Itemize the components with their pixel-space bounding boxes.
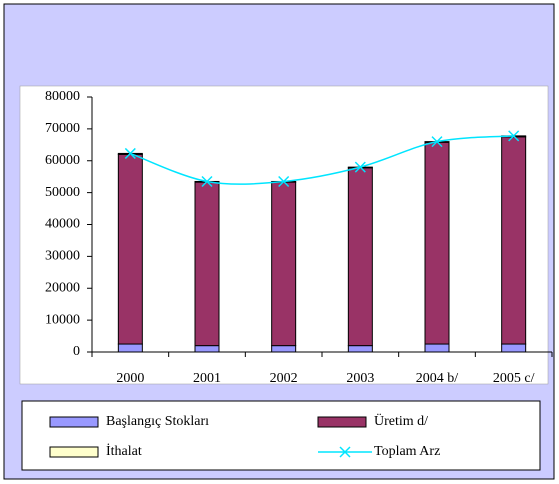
y-tick-label: 50000 [45, 185, 80, 200]
legend-box [21, 400, 541, 471]
x-tick-label: 2000 [116, 371, 144, 386]
bar-segment [271, 345, 297, 353]
x-tick-label: 2003 [346, 371, 374, 386]
legend-label: İthalat [106, 443, 142, 459]
line-marker [354, 161, 366, 173]
x-tick-label: 2004 b/ [416, 371, 459, 386]
legend-label: Üretim d/ [374, 412, 428, 429]
bar-segment [424, 141, 450, 345]
legend-swatch [49, 416, 99, 428]
line-marker [278, 175, 290, 187]
y-tick-label: 80000 [45, 89, 80, 104]
bar-segment [501, 343, 527, 353]
line-marker [431, 136, 443, 148]
bar-segment [271, 181, 297, 347]
y-tick-label: 30000 [45, 249, 80, 264]
bar-segment [347, 167, 373, 347]
bar-segment [424, 343, 450, 353]
x-tick-label: 2001 [193, 371, 221, 386]
bar-segment [347, 345, 373, 353]
x-tick-label: 2005 c/ [493, 371, 535, 386]
line-marker [201, 175, 213, 187]
x-tick-label: 2002 [270, 371, 298, 386]
bar-segment [194, 345, 220, 353]
y-tick-label: 0 [73, 344, 80, 359]
legend-swatch [317, 416, 367, 428]
bar-segment [194, 181, 220, 347]
y-tick-label: 60000 [45, 153, 80, 168]
y-tick-label: 20000 [45, 280, 80, 295]
line-marker [339, 446, 351, 458]
legend-swatch [49, 446, 99, 458]
legend-label: Toplam Arz [374, 444, 440, 459]
bar-segment [117, 153, 143, 345]
y-tick-label: 40000 [45, 217, 80, 232]
line [130, 135, 514, 185]
legend-label: Başlangıç Stokları [106, 414, 209, 429]
bar-segment [501, 136, 527, 345]
bar-segment [117, 343, 143, 353]
y-tick-label: 70000 [45, 121, 80, 136]
y-tick-label: 10000 [45, 312, 80, 327]
line-marker [508, 130, 520, 142]
line-marker [124, 147, 136, 159]
